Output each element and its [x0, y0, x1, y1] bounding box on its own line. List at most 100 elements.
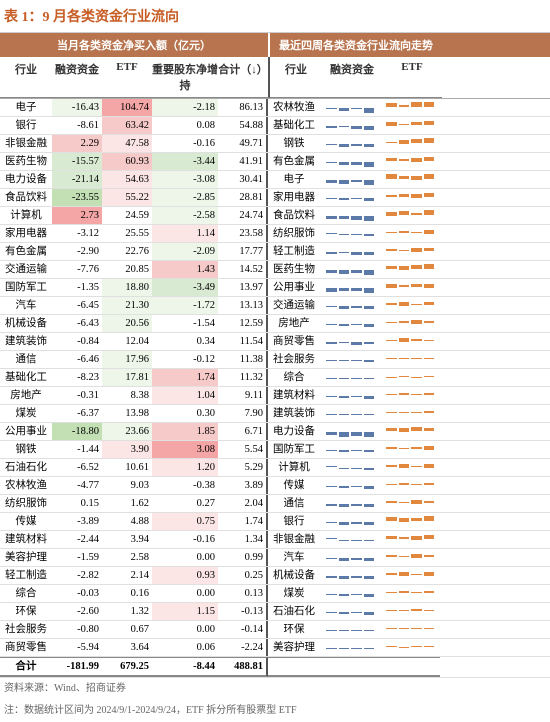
cell-industry2: 传媒	[268, 477, 320, 494]
table-row: 食品饮料-23.5555.22-2.8528.81家用电器	[0, 189, 550, 207]
cell-spark-etf	[380, 477, 440, 494]
cell-spark-etf	[380, 207, 440, 224]
cell-etf: 13.98	[102, 405, 152, 422]
cell-industry2: 轻工制造	[268, 243, 320, 260]
cell-insider: 0.93	[152, 567, 218, 584]
cell-spark-etf	[380, 603, 440, 620]
cell-margin: 0.15	[52, 495, 102, 512]
cell-insider: 1.14	[152, 225, 218, 242]
cell-total: 11.32	[218, 369, 268, 386]
cell-industry: 石油石化	[0, 459, 52, 476]
table-row: 石油石化-6.5210.611.205.29计算机	[0, 459, 550, 477]
cell-spark-etf	[380, 639, 440, 656]
table-row: 房地产-0.318.381.049.11建筑材料	[0, 387, 550, 405]
cell-total: 28.81	[218, 189, 268, 206]
table-row: 社会服务-0.800.670.00-0.14环保	[0, 621, 550, 639]
cell-etf: 24.59	[102, 207, 152, 224]
cell-insider: 0.00	[152, 585, 218, 602]
cell-total: 11.54	[218, 333, 268, 350]
cell-etf: 104.74	[102, 99, 152, 116]
cell-industry2: 国防军工	[268, 441, 320, 458]
cell-insider: -1.72	[152, 297, 218, 314]
cell-spark-etf	[380, 513, 440, 530]
cell-margin: -1.35	[52, 279, 102, 296]
cell-etf: 25.55	[102, 225, 152, 242]
cell-insider: 1.85	[152, 423, 218, 440]
cell-industry2: 机械设备	[268, 567, 320, 584]
cell-industry: 有色金属	[0, 243, 52, 260]
cell-industry2: 农林牧渔	[268, 99, 320, 116]
cell-etf: 3.64	[102, 639, 152, 656]
cell-spark-margin	[320, 171, 380, 188]
table-row: 传媒-3.894.880.751.74银行	[0, 513, 550, 531]
cell-etf: 10.61	[102, 459, 152, 476]
footer-source: 资料来源：Wind、招商证券	[0, 678, 550, 700]
cell-industry: 通信	[0, 351, 52, 368]
cell-insider: 1.74	[152, 369, 218, 386]
cell-industry2: 建筑材料	[268, 387, 320, 404]
cell-spark-etf	[380, 387, 440, 404]
col-industry2: 行业	[270, 57, 322, 98]
cell-industry2: 钢铁	[268, 135, 320, 152]
cell-industry: 非银金融	[0, 135, 52, 152]
cell-spark-margin	[320, 189, 380, 206]
cell-industry: 商贸零售	[0, 639, 52, 656]
cell-spark-etf	[380, 99, 440, 116]
cell-industry: 社会服务	[0, 621, 52, 638]
cell-insider: -0.12	[152, 351, 218, 368]
table-title: 表 1：9 月各类资金行业流向	[0, 0, 550, 32]
table-row: 建筑材料-2.443.94-0.161.34非银金融	[0, 531, 550, 549]
cell-etf: 0.67	[102, 621, 152, 638]
cell-industry: 医药生物	[0, 153, 52, 170]
cell-industry: 家用电器	[0, 225, 52, 242]
table-row: 建筑装饰-0.8412.040.3411.54商贸零售	[0, 333, 550, 351]
cell-spark-etf	[380, 423, 440, 440]
cell-industry: 交通运输	[0, 261, 52, 278]
table-row: 医药生物-15.5760.93-3.4441.91有色金属	[0, 153, 550, 171]
cell-spark-etf	[380, 171, 440, 188]
table-row: 农林牧渔-4.779.03-0.383.89传媒	[0, 477, 550, 495]
table-row: 银行-8.6163.420.0854.88基础化工	[0, 117, 550, 135]
cell-etf: 60.93	[102, 153, 152, 170]
cell-industry: 纺织服饰	[0, 495, 52, 512]
cell-etf: 55.22	[102, 189, 152, 206]
cell-total: 1.74	[218, 513, 268, 530]
cell-insider: -3.49	[152, 279, 218, 296]
cell-spark-etf	[380, 369, 440, 386]
cell-total: -0.13	[218, 603, 268, 620]
cell-spark-margin	[320, 513, 380, 530]
footer-note: 注：数据统计区间为 2024/9/1-2024/9/24，ETF 拆分所有股票型…	[0, 700, 550, 722]
cell-spark-margin	[320, 207, 380, 224]
cell-insider: -3.08	[152, 171, 218, 188]
cell-industry: 电子	[0, 99, 52, 116]
cell-margin: -6.43	[52, 315, 102, 332]
cell-spark-etf	[380, 459, 440, 476]
cell-spark-margin	[320, 405, 380, 422]
cell-industry2: 公用事业	[268, 279, 320, 296]
table-row: 轻工制造-2.822.140.930.25机械设备	[0, 567, 550, 585]
cell-margin: -16.43	[52, 99, 102, 116]
cell-spark-etf	[380, 351, 440, 368]
cell-total: 2.04	[218, 495, 268, 512]
col-etf: ETF	[102, 57, 152, 98]
cell-industry: 公用事业	[0, 423, 52, 440]
cell-spark-margin	[320, 459, 380, 476]
cell-spark-margin	[320, 531, 380, 548]
cell-industry2: 食品饮料	[268, 207, 320, 224]
cell-spark-margin	[320, 495, 380, 512]
cell-insider: 1.04	[152, 387, 218, 404]
cell-margin: -15.57	[52, 153, 102, 170]
cell-spark-margin	[320, 315, 380, 332]
cell-margin: -8.61	[52, 117, 102, 134]
cell-spark-margin	[320, 441, 380, 458]
total-etf: 679.25	[102, 657, 152, 677]
cell-etf: 1.32	[102, 603, 152, 620]
cell-total: 13.13	[218, 297, 268, 314]
cell-industry2: 社会服务	[268, 351, 320, 368]
table-row: 机械设备-6.4320.56-1.5412.59房地产	[0, 315, 550, 333]
cell-margin: 2.29	[52, 135, 102, 152]
table-row: 煤炭-6.3713.980.307.90建筑装饰	[0, 405, 550, 423]
table-row: 环保-2.601.321.15-0.13石油石化	[0, 603, 550, 621]
cell-insider: 0.06	[152, 639, 218, 656]
total-ins: -8.44	[152, 657, 218, 677]
